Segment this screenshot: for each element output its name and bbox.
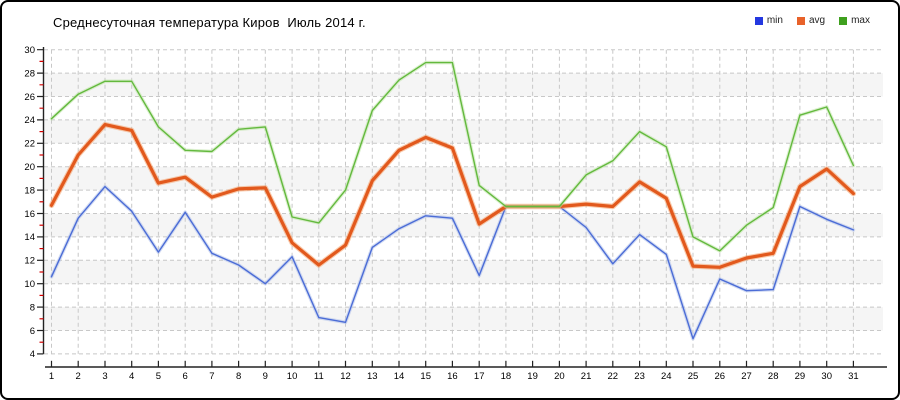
svg-text:12: 12 (24, 256, 35, 267)
svg-text:10: 10 (24, 279, 35, 290)
svg-text:13: 13 (367, 371, 378, 382)
svg-text:12: 12 (340, 371, 351, 382)
svg-text:16: 16 (24, 209, 35, 220)
svg-text:18: 18 (24, 185, 35, 196)
svg-text:23: 23 (634, 371, 645, 382)
svg-text:6: 6 (183, 371, 188, 382)
svg-text:16: 16 (447, 371, 458, 382)
svg-text:29: 29 (795, 371, 806, 382)
svg-text:27: 27 (741, 371, 752, 382)
svg-text:15: 15 (420, 371, 431, 382)
legend-swatch-avg (796, 16, 805, 25)
legend-swatch-min (754, 16, 763, 25)
legend-label-min: min (766, 15, 783, 26)
svg-text:21: 21 (581, 371, 592, 382)
y-axis: 4 6 8 10 12 14 16 18 20 22 24 26 28 30 (24, 45, 45, 360)
legend-swatch-max (839, 16, 848, 25)
svg-text:5: 5 (156, 371, 161, 382)
svg-text:4: 4 (30, 349, 35, 360)
svg-text:28: 28 (24, 68, 35, 79)
svg-text:22: 22 (608, 371, 619, 382)
vertical-gridlines (51, 49, 854, 354)
svg-text:18: 18 (501, 371, 512, 382)
svg-text:28: 28 (768, 371, 779, 382)
svg-text:6: 6 (30, 326, 35, 337)
legend-item-max: max (839, 15, 870, 26)
svg-text:4: 4 (129, 371, 134, 382)
chart-title: Среднесуточная температура Киров Июль 20… (53, 15, 366, 30)
legend-label-avg: avg (808, 15, 826, 26)
svg-text:22: 22 (24, 139, 35, 150)
legend-item-min: min (754, 15, 783, 26)
avg-line (48, 121, 857, 270)
legend-label-max: max (851, 15, 870, 26)
min-line (49, 184, 856, 341)
svg-text:10: 10 (287, 371, 298, 382)
legend: min avg max (754, 15, 870, 26)
svg-text:8: 8 (30, 302, 35, 313)
svg-text:9: 9 (263, 371, 268, 382)
svg-text:1: 1 (49, 371, 54, 382)
svg-text:31: 31 (848, 371, 859, 382)
svg-text:30: 30 (821, 371, 832, 382)
svg-text:30: 30 (24, 45, 35, 56)
svg-text:24: 24 (661, 371, 672, 382)
svg-text:14: 14 (394, 371, 405, 382)
legend-item-avg: avg (796, 15, 826, 26)
svg-text:8: 8 (236, 371, 241, 382)
svg-text:3: 3 (102, 371, 107, 382)
svg-text:20: 20 (24, 162, 35, 173)
svg-text:2: 2 (76, 371, 81, 382)
svg-text:7: 7 (209, 371, 214, 382)
x-axis: 1 2 3 4 5 6 7 8 9 10 11 12 13 14 15 16 17 18 19 20 21 22 23 24 2… (45, 360, 887, 382)
svg-text:17: 17 (474, 371, 485, 382)
svg-text:19: 19 (527, 371, 538, 382)
svg-text:26: 26 (715, 371, 726, 382)
svg-text:26: 26 (24, 92, 35, 103)
svg-text:14: 14 (24, 232, 35, 243)
svg-text:24: 24 (24, 115, 35, 126)
svg-text:20: 20 (554, 371, 565, 382)
svg-text:25: 25 (688, 371, 699, 382)
max-line (49, 60, 856, 253)
svg-text:11: 11 (314, 371, 324, 382)
